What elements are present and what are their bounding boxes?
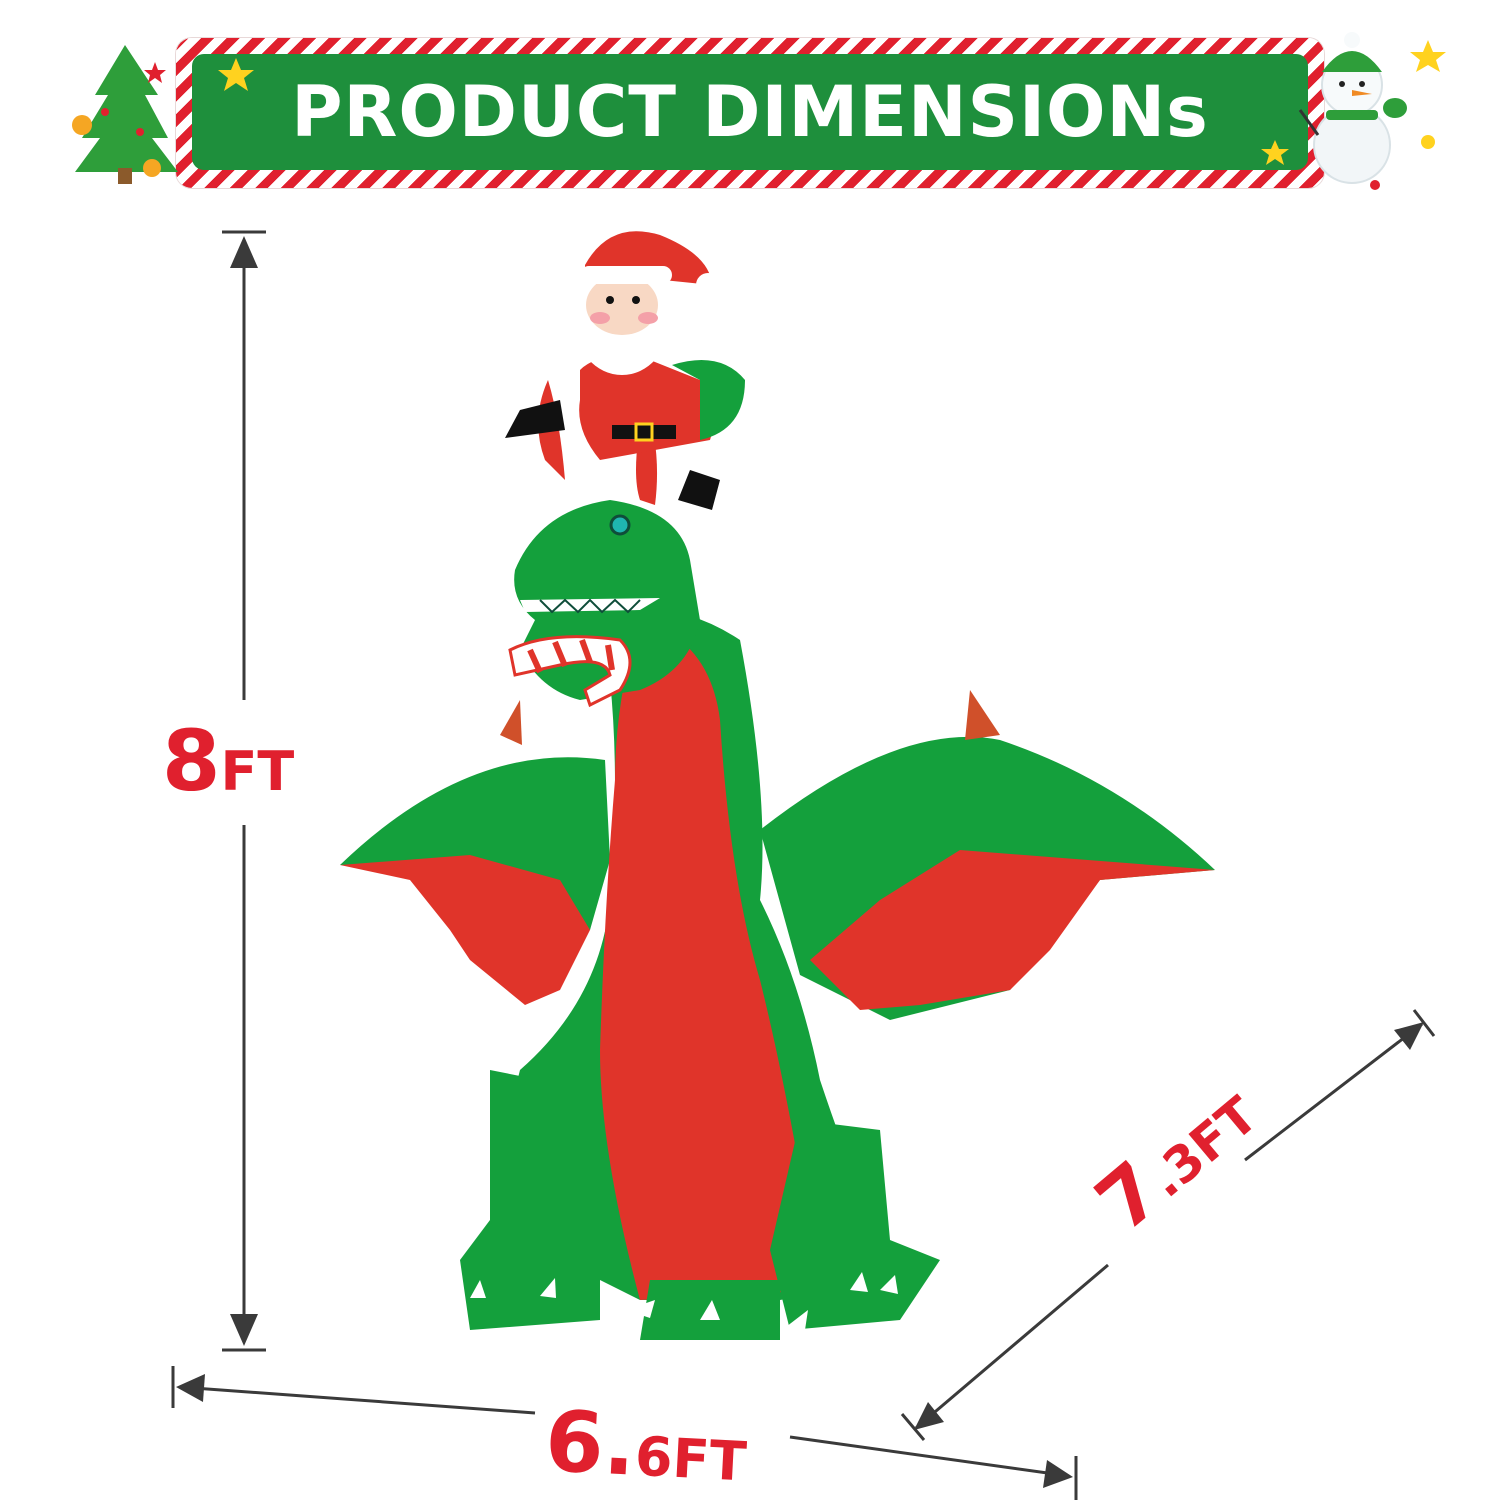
height-value: 8 — [162, 712, 221, 810]
depth-arrow — [900, 1009, 1436, 1441]
banner: PRODUCT DIMENSIONs — [192, 54, 1308, 170]
width-value-tail: 6FT — [633, 1424, 748, 1494]
height-arrow — [222, 230, 266, 1352]
width-label: 6.6FT — [543, 1392, 750, 1500]
christmas-tree-icon — [72, 45, 178, 184]
width-arrow — [171, 1366, 1078, 1500]
snowman-icon — [1298, 32, 1407, 184]
width-value: 6. — [542, 1392, 639, 1495]
star-icon — [218, 40, 1446, 190]
height-label: 8FT — [162, 712, 294, 810]
height-unit: FT — [220, 740, 295, 803]
banner-title: PRODUCT DIMENSIONs — [291, 71, 1209, 153]
santa-riding-dragon-inflatable-icon — [340, 231, 1215, 1340]
